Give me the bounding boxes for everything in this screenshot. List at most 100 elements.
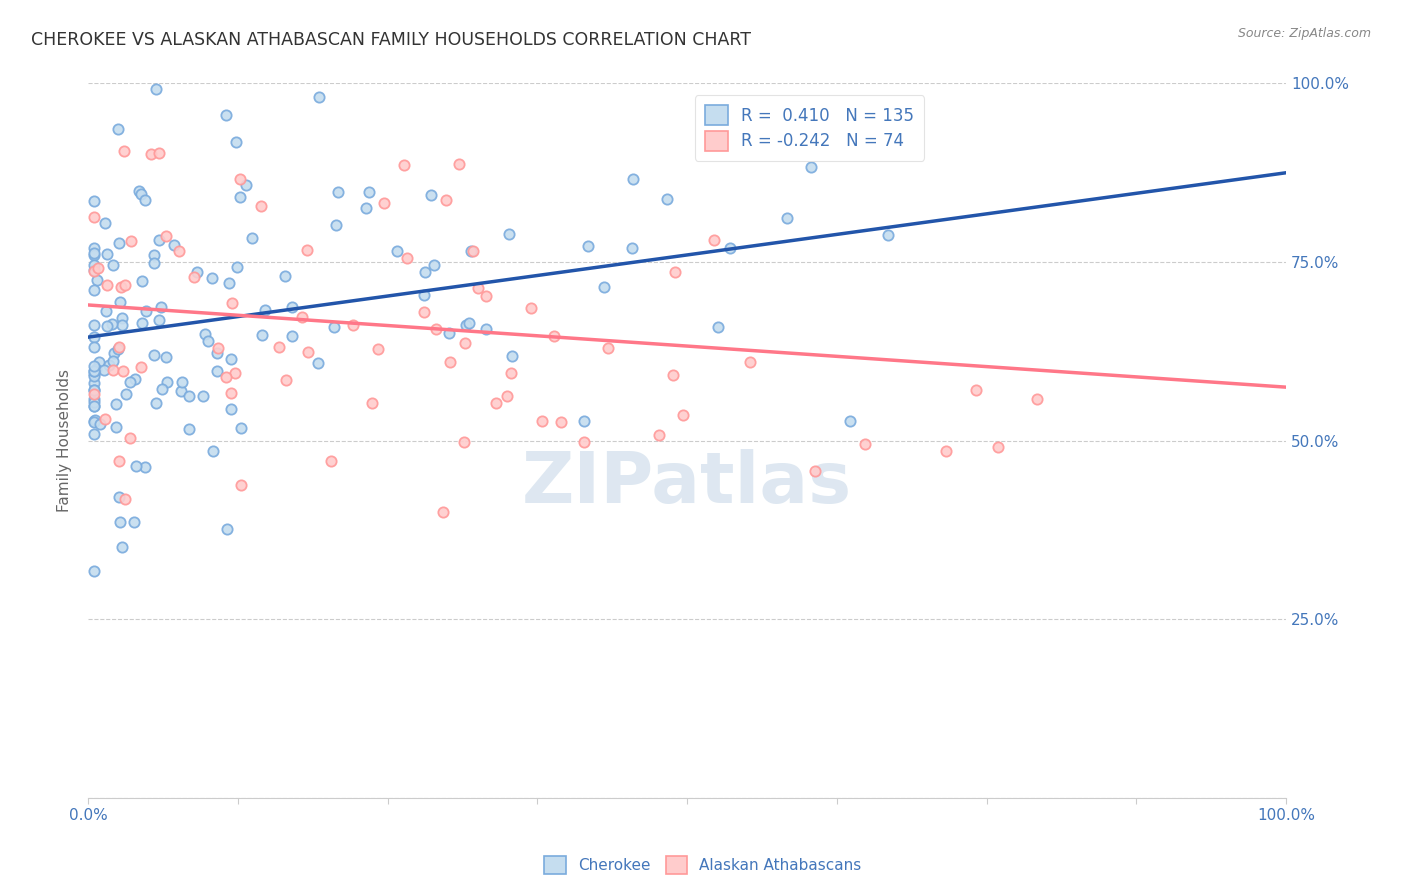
Point <box>229 477 252 491</box>
Y-axis label: Family Households: Family Households <box>58 369 72 512</box>
Point <box>276 373 298 387</box>
Point <box>219 401 242 416</box>
Point <box>207 345 229 359</box>
Point <box>457 316 479 330</box>
Point <box>342 318 364 333</box>
Point <box>86 273 108 287</box>
Point <box>419 188 441 202</box>
Point <box>776 211 799 225</box>
Point <box>128 184 150 198</box>
Text: Source: ZipAtlas.com: Source: ZipAtlas.com <box>1237 27 1371 40</box>
Point <box>108 490 131 504</box>
Point <box>432 505 454 519</box>
Point <box>367 343 389 357</box>
Point <box>83 565 105 579</box>
Point <box>215 522 238 536</box>
Point <box>114 278 136 293</box>
Point <box>83 241 105 255</box>
Point <box>83 383 105 397</box>
Point <box>191 389 214 403</box>
Point <box>83 318 105 333</box>
Point <box>498 227 520 241</box>
Point <box>225 135 247 149</box>
Point <box>179 388 201 402</box>
Point <box>96 247 118 261</box>
Point <box>96 303 118 318</box>
Point <box>135 304 157 318</box>
Point <box>413 288 436 302</box>
Point <box>152 382 174 396</box>
Point <box>120 431 142 445</box>
Point <box>83 414 105 428</box>
Point <box>145 396 167 410</box>
Point <box>148 313 170 327</box>
Point <box>274 268 297 283</box>
Point <box>149 300 172 314</box>
Point <box>156 376 179 390</box>
Point <box>142 248 165 262</box>
Point <box>83 427 105 442</box>
Point <box>596 342 619 356</box>
Point <box>83 367 105 381</box>
Point <box>373 196 395 211</box>
Point <box>235 178 257 192</box>
Point <box>148 146 170 161</box>
Point <box>800 161 823 175</box>
Point <box>322 319 344 334</box>
Point <box>456 318 478 332</box>
Point <box>96 319 118 334</box>
Point <box>574 414 596 428</box>
Point <box>467 281 489 295</box>
Point <box>219 386 242 401</box>
Point <box>118 376 141 390</box>
Legend: Cherokee, Alaskan Athabascans: Cherokee, Alaskan Athabascans <box>538 850 868 880</box>
Point <box>215 370 238 384</box>
Point <box>183 269 205 284</box>
Point <box>672 408 695 422</box>
Point <box>269 340 291 354</box>
Point <box>134 460 156 475</box>
Point <box>145 82 167 96</box>
Point <box>453 435 475 450</box>
Point <box>221 296 243 310</box>
Point <box>395 251 418 265</box>
Point <box>93 363 115 377</box>
Point <box>250 199 273 213</box>
Point <box>94 412 117 426</box>
Point <box>131 316 153 330</box>
Point <box>83 263 105 277</box>
Point <box>84 361 107 376</box>
Text: CHEROKEE VS ALASKAN ATHABASCAN FAMILY HOUSEHOLDS CORRELATION CHART: CHEROKEE VS ALASKAN ATHABASCAN FAMILY HO… <box>31 31 751 49</box>
Point <box>550 415 572 429</box>
Point <box>83 340 105 354</box>
Point <box>103 354 125 368</box>
Point <box>707 319 730 334</box>
Point <box>321 453 343 467</box>
Point <box>437 326 460 341</box>
Point <box>454 335 477 350</box>
Point <box>155 350 177 364</box>
Point <box>89 417 111 431</box>
Point <box>197 334 219 349</box>
Point <box>621 241 644 255</box>
Point <box>1026 392 1049 406</box>
Point <box>621 172 644 186</box>
Point <box>83 329 105 343</box>
Point <box>107 342 129 356</box>
Point <box>662 368 685 383</box>
Point <box>83 264 105 278</box>
Point <box>207 341 229 355</box>
Point <box>325 218 347 232</box>
Point <box>387 244 409 258</box>
Point <box>987 440 1010 454</box>
Point <box>83 368 105 383</box>
Point <box>107 340 129 354</box>
Point <box>501 350 523 364</box>
Point <box>83 399 105 413</box>
Point <box>89 355 111 369</box>
Point <box>169 384 191 398</box>
Point <box>392 158 415 172</box>
Point <box>131 274 153 288</box>
Point <box>84 412 107 426</box>
Point <box>111 364 134 378</box>
